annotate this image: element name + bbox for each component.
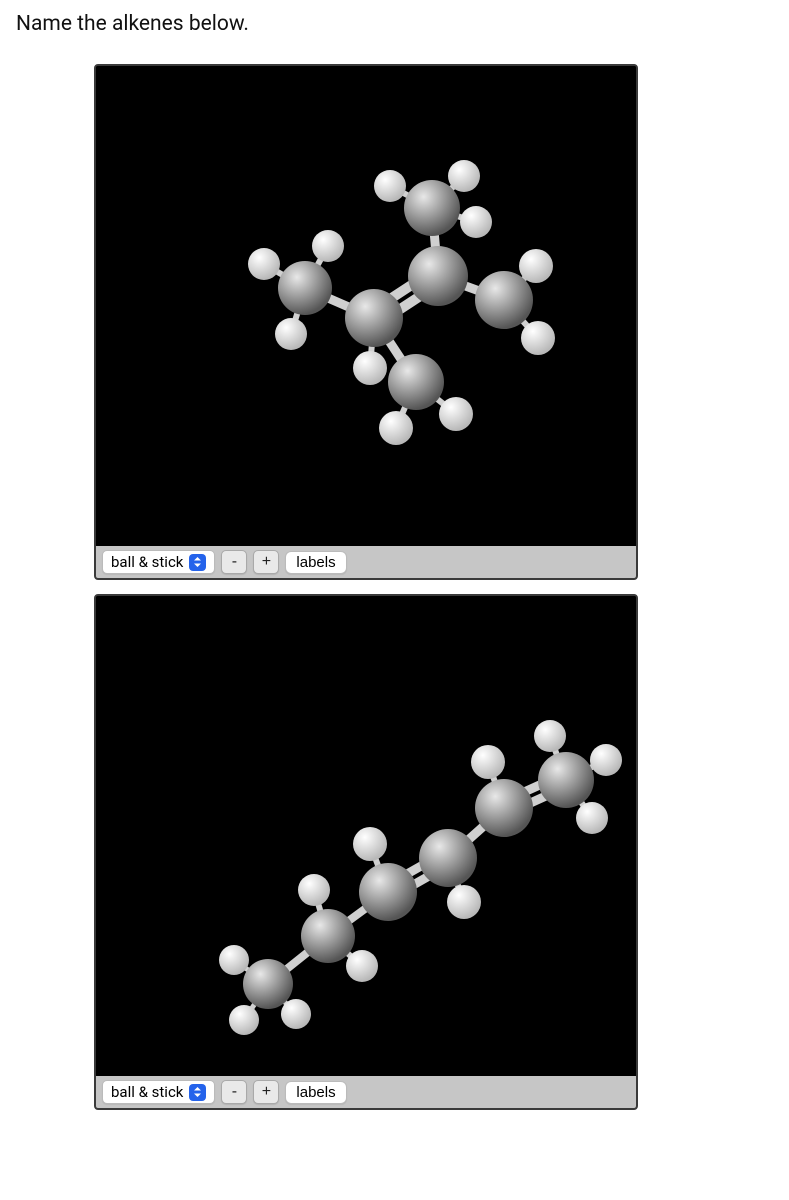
molecule-render xyxy=(96,596,638,1076)
display-mode-select[interactable]: ball & stick xyxy=(102,1080,215,1104)
molecule-viewer: ball & stick - + labels xyxy=(94,594,638,1110)
display-mode-label: ball & stick xyxy=(111,1083,189,1101)
molecule-render xyxy=(96,66,638,546)
labels-button[interactable]: labels xyxy=(285,1081,346,1104)
zoom-out-button[interactable]: - xyxy=(221,1080,247,1104)
display-mode-label: ball & stick xyxy=(111,553,189,571)
zoom-out-button[interactable]: - xyxy=(221,550,247,574)
viewer-toolbar: ball & stick - + labels xyxy=(96,1076,636,1108)
molecule-canvas[interactable] xyxy=(96,66,636,546)
viewer-toolbar: ball & stick - + labels xyxy=(96,546,636,578)
zoom-in-button[interactable]: + xyxy=(253,550,279,574)
viewers-container: ball & stick - + labels ball & stick - + xyxy=(94,64,781,1110)
display-mode-select[interactable]: ball & stick xyxy=(102,550,215,574)
chevron-updown-icon xyxy=(189,554,206,571)
question-text: Name the alkenes below. xyxy=(16,12,781,36)
molecule-canvas[interactable] xyxy=(96,596,636,1076)
zoom-in-button[interactable]: + xyxy=(253,1080,279,1104)
chevron-updown-icon xyxy=(189,1084,206,1101)
molecule-viewer: ball & stick - + labels xyxy=(94,64,638,580)
labels-button[interactable]: labels xyxy=(285,551,346,574)
